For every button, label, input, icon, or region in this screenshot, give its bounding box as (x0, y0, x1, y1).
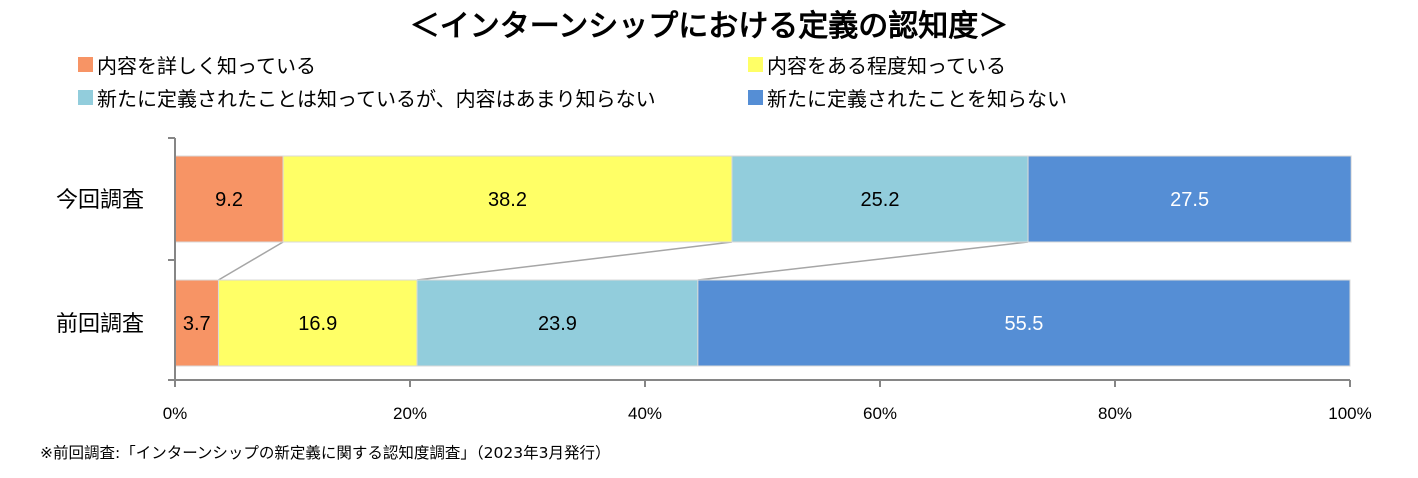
series-line (218, 241, 284, 281)
data-label: 16.9 (298, 313, 337, 335)
bar-segment (1027, 155, 1352, 243)
bar-segment (731, 155, 1029, 243)
bars: 9.2 38.2 25.2 27.5 3.7 16.9 23.9 55.5 (174, 155, 1352, 367)
data-label: 23.9 (538, 313, 577, 335)
tick-label: 0% (163, 404, 188, 423)
chart-title: ＜インターンシップにおける定義の認知度＞ (410, 9, 1009, 44)
legend-label: 内容を詳しく知っている (97, 54, 316, 78)
x-axis: 0% 20% 40% 60% 80% 100% (163, 137, 1372, 423)
series-lines (218, 241, 1029, 281)
bar-segment (174, 155, 284, 243)
category-label: 前回調査 (56, 312, 144, 337)
tick-label: 60% (863, 404, 897, 423)
data-label: 27.5 (1170, 189, 1209, 211)
tick-label: 80% (1098, 404, 1132, 423)
tick-label: 40% (628, 404, 662, 423)
legend-swatch (748, 57, 763, 72)
legend-label: 新たに定義されたことを知らない (767, 87, 1067, 111)
bar-segment (697, 279, 1351, 367)
data-label: 55.5 (1004, 313, 1043, 335)
bar-segment (217, 279, 418, 367)
legend-swatch (78, 57, 93, 72)
bar-segment (416, 279, 699, 367)
legend-swatch (748, 90, 763, 105)
legend: 内容を詳しく知っている 内容をある程度知っている新たに定義されたことは知っているが… (78, 54, 1067, 111)
data-label: 3.7 (183, 313, 211, 335)
footnote: ※前回調査:「インターンシップの新定義に関する認知度調査」（2023年3月発行） (40, 444, 611, 462)
legend-label: 内容をある程度知っている (767, 54, 1006, 78)
legend-swatch (78, 90, 93, 105)
category-label: 今回調査 (56, 188, 144, 213)
tick-label: 100% (1328, 404, 1371, 423)
series-line (416, 241, 733, 281)
legend-label: 新たに定義されたことは知っているが、内容はあまり知らない (97, 87, 656, 111)
bar-segment (174, 279, 219, 367)
data-label: 9.2 (215, 189, 243, 211)
bar-segment (282, 155, 733, 243)
data-label: 38.2 (488, 189, 527, 211)
data-label: 25.2 (861, 189, 900, 211)
tick-label: 20% (393, 404, 427, 423)
series-line (697, 241, 1029, 281)
